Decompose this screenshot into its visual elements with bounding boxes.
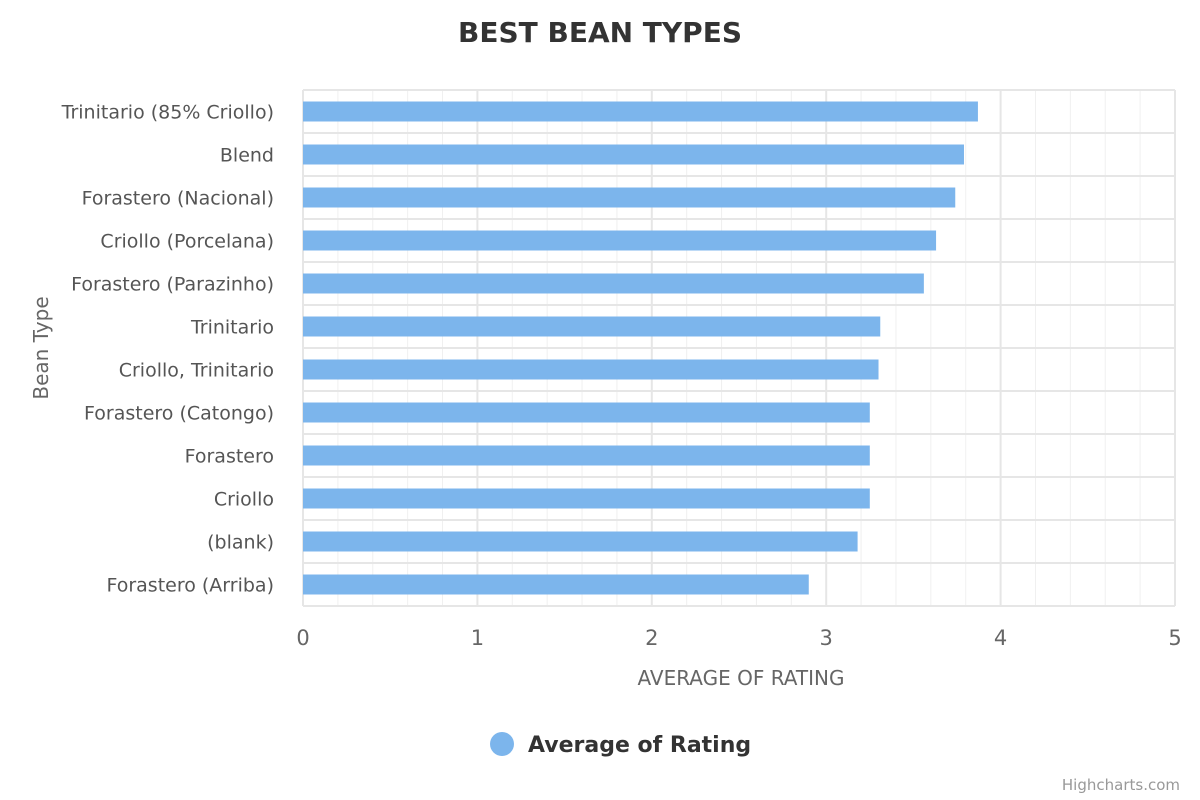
category-labels: Trinitario (85% Criollo) Blend Forastero (… (61, 102, 274, 597)
x-tick-label: 4 (994, 626, 1007, 650)
category-label: Trinitario (190, 317, 274, 339)
category-label: Criollo, Trinitario (119, 360, 274, 382)
category-label: Forastero (Catongo) (84, 403, 274, 425)
bar[interactable] (303, 230, 937, 251)
chart-title: BEST BEAN TYPES (458, 16, 742, 49)
x-tick-label: 2 (645, 626, 658, 650)
bars[interactable] (303, 101, 978, 595)
bar[interactable] (303, 101, 978, 122)
bar[interactable] (303, 402, 870, 423)
category-label: Forastero (Parazinho) (71, 274, 274, 296)
bar[interactable] (303, 531, 858, 552)
x-tick-label: 0 (296, 626, 309, 650)
bar[interactable] (303, 187, 956, 208)
category-label: Blend (220, 145, 274, 167)
x-tick-label: 3 (820, 626, 833, 650)
x-tick-labels: 0 1 2 3 4 5 (296, 626, 1181, 650)
x-tick-label: 1 (471, 626, 484, 650)
legend[interactable]: Average of Rating (490, 732, 751, 758)
bar[interactable] (303, 574, 809, 595)
legend-marker-icon[interactable] (490, 732, 514, 756)
category-label: Forastero (Arriba) (106, 575, 274, 597)
y-axis-title: Bean Type (29, 296, 53, 399)
category-label: Forastero (Nacional) (82, 188, 274, 210)
bar[interactable] (303, 359, 879, 380)
category-label: Forastero (185, 446, 274, 468)
x-axis-title: AVERAGE OF RATING (637, 666, 844, 690)
legend-label[interactable]: Average of Rating (528, 733, 751, 758)
bar[interactable] (303, 273, 924, 294)
category-label: Criollo (214, 489, 274, 511)
credits-link[interactable]: Highcharts.com (1062, 776, 1180, 794)
x-tick-label: 5 (1168, 626, 1181, 650)
bar[interactable] (303, 445, 870, 466)
bar[interactable] (303, 316, 881, 337)
bar[interactable] (303, 144, 964, 165)
bar[interactable] (303, 488, 870, 509)
grid (302, 89, 1176, 607)
category-label: Trinitario (85% Criollo) (61, 102, 274, 124)
category-label: (blank) (207, 532, 274, 554)
category-label: Criollo (Porcelana) (100, 231, 274, 253)
